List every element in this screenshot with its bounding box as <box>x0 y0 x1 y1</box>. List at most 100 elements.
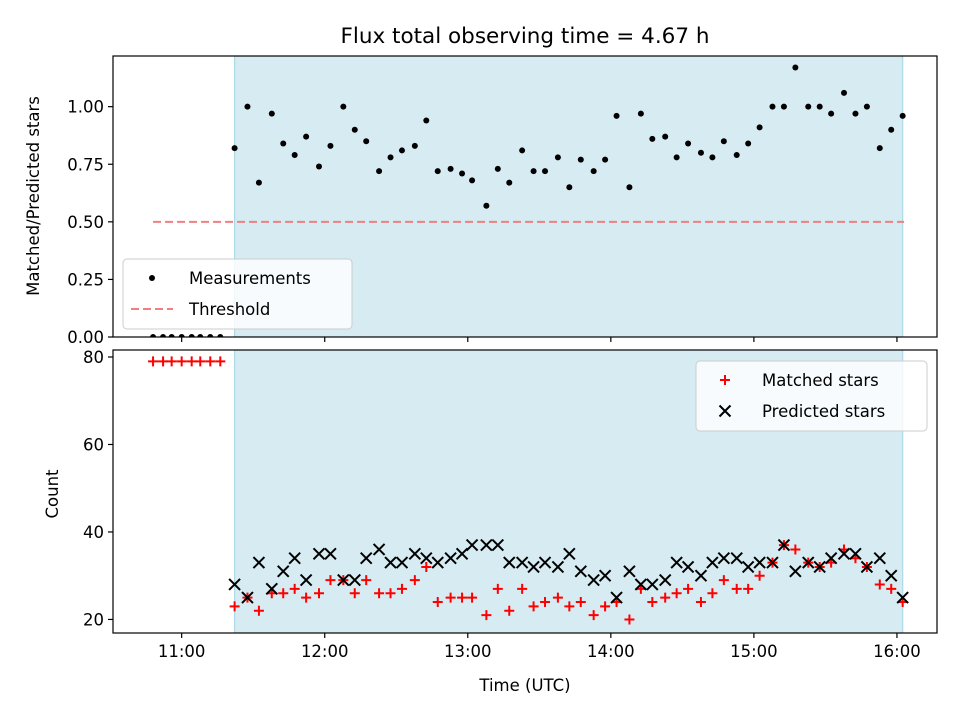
measurements-point <box>291 152 298 159</box>
matched-stars-point <box>186 356 197 367</box>
predicted-stars-point <box>574 565 587 578</box>
measurements-point <box>649 135 656 142</box>
predicted-stars-point <box>717 551 731 565</box>
predicted-stars-point <box>885 569 898 582</box>
predicted-stars-point <box>551 560 565 574</box>
measurements-point <box>423 117 430 124</box>
y-tick-label: 40 <box>83 523 104 542</box>
x-tick-label: 12:00 <box>301 642 349 661</box>
measurements-point <box>303 133 310 140</box>
predicted-stars-point <box>741 560 755 574</box>
measurements-point <box>280 140 287 147</box>
predicted-stars-point <box>372 543 386 556</box>
matched-stars-point <box>517 583 528 594</box>
predicted-stars-point <box>694 569 708 582</box>
matched-stars-point <box>467 592 478 603</box>
measurements-point <box>268 110 275 117</box>
measurements-point <box>745 140 752 147</box>
measurements-point <box>662 133 669 140</box>
matched-stars-point <box>588 610 599 621</box>
predicted-stars-point <box>348 573 361 587</box>
measurements-point <box>792 64 799 71</box>
measurements-point <box>769 103 776 110</box>
predicted-stars-point <box>395 556 409 569</box>
predicted-stars-point <box>384 556 397 569</box>
matched-stars-point <box>743 583 754 594</box>
matched-stars-point <box>229 601 240 612</box>
measurements-point <box>577 156 584 163</box>
y-tick-label: 80 <box>83 348 104 367</box>
legend-box <box>695 360 928 432</box>
measurements-point <box>255 179 262 186</box>
y-tick-label: 0.50 <box>67 213 104 232</box>
matched-stars-point <box>432 596 443 607</box>
ratio-legend: Measurements Threshold <box>122 258 353 330</box>
matched-stars-point <box>660 592 671 603</box>
matched-stars-point <box>421 561 432 572</box>
measurements-point <box>411 142 418 149</box>
measurements-point <box>530 168 537 175</box>
predicted-stars-point <box>503 556 516 569</box>
measurements-point <box>709 154 716 161</box>
measurements-point <box>188 334 195 337</box>
predicted-stars-point <box>706 556 719 569</box>
measurements-point <box>863 103 870 110</box>
matched-stars-point <box>158 356 169 367</box>
data-layer <box>150 64 906 337</box>
measurements-point <box>697 149 704 156</box>
predicted-stars-point <box>896 591 909 604</box>
measurements-point <box>733 152 740 159</box>
matched-stars-point <box>564 601 575 612</box>
plot-frame <box>112 349 938 634</box>
predicted-stars-point <box>766 556 779 569</box>
predicted-stars-point <box>730 551 743 565</box>
measurements-point <box>207 334 214 337</box>
x-tick-label: 15:00 <box>730 642 778 661</box>
measurements-point <box>876 145 883 152</box>
measurements-point <box>828 110 835 117</box>
x-tick-label: 14:00 <box>587 642 635 661</box>
measurements-point <box>376 168 383 175</box>
predicted-stars-point <box>587 573 600 587</box>
predicted-stars-point <box>681 560 695 574</box>
predicted-stars-point <box>324 547 337 561</box>
matched-stars-point <box>289 583 300 594</box>
predicted-stars-point <box>241 591 254 604</box>
measurements-point <box>244 103 251 110</box>
predicted-stars-point <box>360 551 373 565</box>
measurements-point <box>685 140 692 147</box>
predicted-stars-point <box>777 538 791 552</box>
measurements-point <box>363 138 370 145</box>
predicted-stars-point <box>610 591 623 604</box>
measurements-point <box>447 165 454 172</box>
ratio-y-ticks: 0.00 0.25 0.50 0.75 1.00 <box>67 98 113 347</box>
x-axis-label: Time (UTC) <box>478 676 570 695</box>
matched-stars-point <box>886 583 897 594</box>
legend-marker-measurements <box>149 275 155 281</box>
matched-stars-point <box>718 575 729 586</box>
measurements-point <box>340 103 347 110</box>
matched-stars-point <box>278 588 289 599</box>
measurements-point <box>602 156 609 163</box>
predicted-stars-point <box>849 547 862 561</box>
measurements-point <box>519 147 526 154</box>
measurements-point <box>590 168 597 175</box>
ratio-x-ticks <box>181 337 898 342</box>
x-tick-label: 11:00 <box>158 642 206 661</box>
measurements-point <box>217 334 224 337</box>
matched-stars-point <box>540 596 551 607</box>
measurements-point <box>434 168 441 175</box>
predicted-stars-point <box>312 547 326 561</box>
predicted-stars-point <box>420 551 433 565</box>
predicted-stars-point <box>265 582 278 596</box>
predicted-stars-point <box>670 556 683 569</box>
predicted-stars-point <box>465 538 479 552</box>
measurements-point <box>852 110 859 117</box>
matched-stars-point <box>874 579 885 590</box>
count-x-ticks: 11:00 12:00 13:00 14:00 15:00 16:00 <box>158 633 921 661</box>
legend-marker-predicted-stars <box>718 404 732 418</box>
predicted-stars-point <box>873 551 886 565</box>
predicted-stars-point <box>837 547 851 561</box>
measurements-point <box>469 177 476 184</box>
measurements-point <box>816 103 823 110</box>
